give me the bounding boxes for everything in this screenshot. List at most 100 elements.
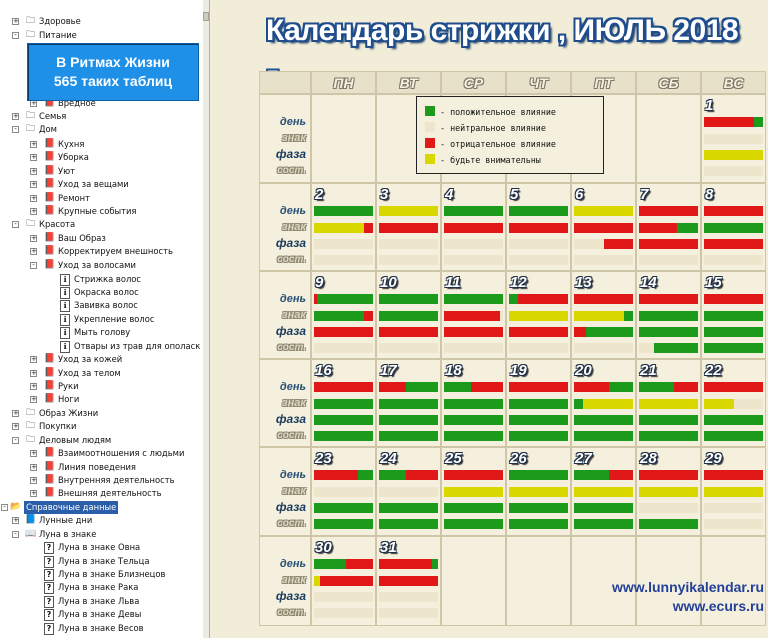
influence-bar-день bbox=[379, 206, 438, 216]
tree-item[interactable]: - 📂 Справочные данные bbox=[0, 501, 203, 514]
expand-icon[interactable]: + bbox=[12, 409, 19, 417]
tree-item[interactable]: + 📕 Крупные события bbox=[0, 205, 203, 218]
tree-item[interactable]: - 🗀 Дом bbox=[0, 123, 203, 136]
expand-icon[interactable]: + bbox=[12, 516, 19, 524]
collapse-icon[interactable]: - bbox=[12, 126, 19, 133]
expand-icon[interactable]: + bbox=[30, 167, 37, 175]
tree-item[interactable]: + 📕 Уход за телом bbox=[0, 367, 203, 380]
expand-icon[interactable]: + bbox=[30, 382, 37, 390]
row-label: фаза bbox=[275, 412, 306, 426]
bar-segment bbox=[314, 559, 347, 569]
tree-item[interactable]: ? Луна в знаке Тельца bbox=[0, 555, 203, 568]
tree-item[interactable]: ? Луна в знаке Льва bbox=[0, 595, 203, 608]
expand-icon[interactable]: + bbox=[12, 112, 19, 120]
tree-item[interactable]: + 🗀 Здоровье bbox=[0, 15, 203, 28]
expand-icon[interactable]: + bbox=[30, 355, 37, 363]
category-tree[interactable]: + 🗀 Здоровье - 🗀 Питание + 📕 Вредное + 🗀 Семья - 🗀 Дом… bbox=[0, 0, 204, 638]
tree-item[interactable]: + 📕 Уборка bbox=[0, 151, 203, 164]
bar-segment bbox=[639, 206, 698, 216]
tree-item[interactable]: + 📕 Руки bbox=[0, 380, 203, 393]
collapse-icon[interactable]: - bbox=[12, 32, 19, 39]
collapse-icon[interactable]: - bbox=[12, 531, 19, 538]
expand-icon[interactable]: + bbox=[30, 234, 37, 242]
collapse-icon[interactable]: - bbox=[1, 504, 8, 511]
tree-item[interactable]: + 📕 Линия поведения bbox=[0, 461, 203, 474]
tree-item[interactable]: + 📕 Уход за вещами bbox=[0, 178, 203, 191]
expand-icon[interactable]: + bbox=[30, 153, 37, 161]
expand-icon[interactable]: + bbox=[30, 476, 37, 484]
tree-item[interactable]: + 🗀 Образ Жизни bbox=[0, 407, 203, 420]
tree-item[interactable]: + 📕 Ноги bbox=[0, 393, 203, 406]
bar-segment bbox=[444, 343, 503, 353]
expand-icon[interactable]: + bbox=[30, 140, 37, 148]
bar-segment bbox=[733, 399, 763, 409]
tree-item[interactable]: + 📕 Уход за кожей bbox=[0, 353, 203, 366]
expand-icon[interactable]: + bbox=[30, 395, 37, 403]
bar-segment bbox=[704, 294, 763, 304]
tree-item[interactable]: ℹ Отвары из трав для ополаск bbox=[0, 340, 203, 353]
influence-bar-день bbox=[444, 470, 503, 480]
tree-item[interactable]: - 📕 Уход за волосами bbox=[0, 259, 203, 272]
bar-segment bbox=[379, 519, 438, 529]
tree-item[interactable]: ℹ Завивка волос bbox=[0, 299, 203, 312]
influence-bar-знак bbox=[704, 311, 763, 321]
influence-bar-день bbox=[574, 206, 633, 216]
expand-icon[interactable]: + bbox=[30, 99, 37, 107]
scrollbar-thumb[interactable] bbox=[203, 12, 209, 21]
tree-item[interactable]: - 🗀 Красота bbox=[0, 218, 203, 231]
day-number: 10 bbox=[380, 274, 397, 291]
tree-item[interactable]: + 📕 Взаимоотношения с людьми bbox=[0, 447, 203, 460]
bar-segment bbox=[379, 239, 438, 249]
tree-item[interactable]: + 📕 Внешняя деятельность bbox=[0, 487, 203, 500]
tree-item[interactable]: ℹ Окраска волос bbox=[0, 286, 203, 299]
bar-segment bbox=[704, 343, 763, 353]
expand-icon[interactable]: + bbox=[30, 489, 37, 497]
collapse-icon[interactable]: - bbox=[12, 221, 19, 228]
tree-item[interactable]: + 📕 Внутренняя деятельность bbox=[0, 474, 203, 487]
bar-segment bbox=[704, 470, 763, 480]
promo-banner[interactable]: В Ритмах Жизни 565 таких таблиц bbox=[27, 43, 199, 101]
collapse-icon[interactable]: - bbox=[12, 437, 19, 444]
collapse-icon[interactable]: - bbox=[30, 262, 37, 269]
bar-segment bbox=[379, 294, 438, 304]
tree-item[interactable]: ? Луна в знаке Девы bbox=[0, 608, 203, 621]
expand-icon[interactable]: + bbox=[30, 247, 37, 255]
tree-item[interactable]: ? Луна в знаке Рака bbox=[0, 581, 203, 594]
bar-segment bbox=[639, 470, 698, 480]
tree-item[interactable]: + 📕 Уют bbox=[0, 165, 203, 178]
tree-item[interactable]: + 📘 Лунные дни bbox=[0, 514, 203, 527]
expand-icon[interactable]: + bbox=[12, 422, 19, 430]
tree-item[interactable]: - 🗀 Питание bbox=[0, 29, 203, 42]
row-label: день bbox=[279, 469, 306, 481]
tree-item[interactable]: + 📕 Корректируем внешность bbox=[0, 245, 203, 258]
tree-item[interactable]: + 🗀 Покупки bbox=[0, 420, 203, 433]
expand-icon[interactable]: + bbox=[12, 17, 19, 25]
tree-item[interactable]: - 🗀 Деловым людям bbox=[0, 434, 203, 447]
expand-icon[interactable]: + bbox=[30, 449, 37, 457]
expand-icon[interactable]: + bbox=[30, 369, 37, 377]
tree-item[interactable]: + 📕 Кухня bbox=[0, 138, 203, 151]
bar-segment bbox=[704, 431, 763, 441]
tree-item[interactable]: ℹ Стрижка волос bbox=[0, 273, 203, 286]
tree-item[interactable]: + 📕 Ремонт bbox=[0, 192, 203, 205]
expand-icon[interactable]: + bbox=[30, 207, 37, 215]
tree-item[interactable]: ? Луна в знаке Овна bbox=[0, 541, 203, 554]
expand-icon[interactable]: + bbox=[30, 194, 37, 202]
expand-icon[interactable]: + bbox=[30, 463, 37, 471]
bar-segment bbox=[509, 487, 568, 497]
expand-icon[interactable]: + bbox=[30, 180, 37, 188]
influence-bar-день bbox=[314, 470, 373, 480]
influence-bar-фаза bbox=[444, 503, 503, 513]
tree-item[interactable]: + 📕 Ваш Образ bbox=[0, 232, 203, 245]
tree-item[interactable]: ? Луна в знаке Близнецов bbox=[0, 568, 203, 581]
question-page-icon: ? bbox=[44, 623, 54, 635]
tree-item[interactable]: + 🗀 Семья bbox=[0, 110, 203, 123]
tree-item[interactable]: ? Луна в знаке Весов bbox=[0, 622, 203, 635]
tree-item[interactable]: ℹ Мыть голову bbox=[0, 326, 203, 339]
tree-item[interactable]: ℹ Укрепление волос bbox=[0, 313, 203, 326]
tree-item-label: Уход за волосами bbox=[58, 260, 136, 270]
row-label: сост. bbox=[277, 342, 306, 353]
tree-item[interactable]: - 📖 Луна в знаке bbox=[0, 528, 203, 541]
influence-bar-день bbox=[574, 382, 633, 392]
tree-item-label: Уют bbox=[58, 166, 76, 176]
